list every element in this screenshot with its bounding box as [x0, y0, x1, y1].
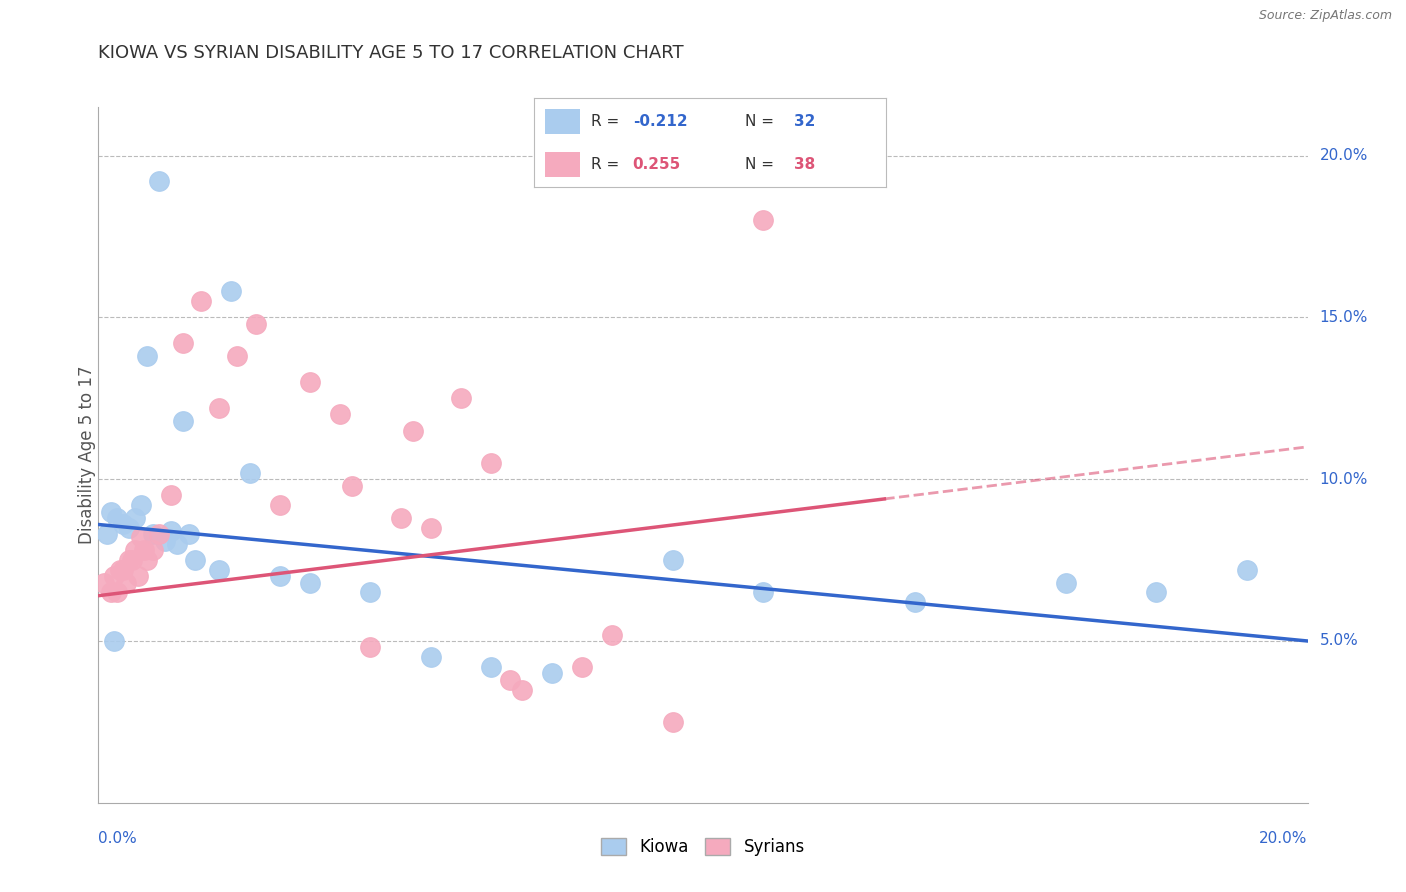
Point — [124, 511, 146, 525]
Text: R =: R = — [591, 157, 624, 171]
Point — [105, 585, 128, 599]
Point — [342, 478, 364, 492]
Point — [450, 392, 472, 406]
Point — [114, 575, 136, 590]
Y-axis label: Disability Age 5 to 17: Disability Age 5 to 17 — [79, 366, 96, 544]
Point — [481, 660, 503, 674]
Point — [571, 660, 593, 674]
Text: 20.0%: 20.0% — [1260, 830, 1308, 846]
Point — [172, 414, 194, 428]
Point — [299, 575, 322, 590]
Point — [269, 569, 291, 583]
Point — [1236, 563, 1258, 577]
Point — [360, 585, 382, 599]
Point — [153, 533, 176, 548]
Point — [221, 285, 243, 299]
Point — [93, 575, 115, 590]
Point — [498, 673, 520, 687]
Point — [184, 553, 207, 567]
Point — [129, 498, 152, 512]
Text: Source: ZipAtlas.com: Source: ZipAtlas.com — [1258, 9, 1392, 22]
Point — [540, 666, 562, 681]
Point — [103, 634, 125, 648]
Text: 20.0%: 20.0% — [1320, 148, 1368, 163]
Point — [420, 521, 443, 535]
Point — [208, 401, 231, 415]
Point — [602, 627, 624, 641]
Point — [105, 511, 128, 525]
Point — [100, 585, 122, 599]
Point — [752, 213, 775, 227]
Point — [142, 527, 165, 541]
Text: R =: R = — [591, 114, 624, 128]
Point — [172, 336, 194, 351]
Point — [132, 543, 155, 558]
Point — [360, 640, 382, 655]
Point — [108, 563, 131, 577]
Point — [752, 585, 775, 599]
Point — [148, 527, 170, 541]
Point — [190, 294, 212, 309]
Text: 10.0%: 10.0% — [1320, 472, 1368, 487]
Text: N =: N = — [745, 114, 779, 128]
Point — [420, 650, 443, 665]
Point — [245, 317, 267, 331]
Point — [121, 553, 143, 567]
Point — [904, 595, 927, 609]
Point — [1054, 575, 1077, 590]
Point — [1144, 585, 1167, 599]
Text: 0.255: 0.255 — [633, 157, 681, 171]
Text: 5.0%: 5.0% — [1320, 633, 1358, 648]
Text: 0.0%: 0.0% — [98, 830, 138, 846]
Text: KIOWA VS SYRIAN DISABILITY AGE 5 TO 17 CORRELATION CHART: KIOWA VS SYRIAN DISABILITY AGE 5 TO 17 C… — [98, 45, 685, 62]
Bar — [544, 152, 579, 177]
Point — [239, 466, 262, 480]
Point — [269, 498, 291, 512]
Point — [481, 456, 503, 470]
Point — [148, 174, 170, 188]
Text: 32: 32 — [794, 114, 815, 128]
Point — [103, 569, 125, 583]
Legend: Kiowa, Syrians: Kiowa, Syrians — [593, 830, 813, 864]
Point — [510, 682, 533, 697]
Point — [135, 553, 157, 567]
Point — [226, 349, 249, 363]
Text: 38: 38 — [794, 157, 815, 171]
Text: -0.212: -0.212 — [633, 114, 688, 128]
Point — [402, 424, 425, 438]
Point — [135, 349, 157, 363]
Point — [124, 543, 146, 558]
Point — [127, 569, 149, 583]
Point — [111, 563, 134, 577]
Text: N =: N = — [745, 157, 779, 171]
Point — [100, 504, 122, 518]
Text: 15.0%: 15.0% — [1320, 310, 1368, 325]
Point — [329, 408, 352, 422]
Bar — [544, 109, 579, 134]
Point — [142, 543, 165, 558]
Point — [118, 521, 141, 535]
Point — [208, 563, 231, 577]
Point — [160, 524, 183, 538]
Point — [389, 511, 412, 525]
Point — [160, 488, 183, 502]
Point — [661, 714, 683, 729]
Point — [118, 553, 141, 567]
Point — [179, 527, 201, 541]
Point — [111, 517, 134, 532]
Point — [299, 375, 322, 389]
Point — [96, 527, 118, 541]
Point — [166, 537, 188, 551]
Point — [661, 553, 683, 567]
Point — [129, 531, 152, 545]
